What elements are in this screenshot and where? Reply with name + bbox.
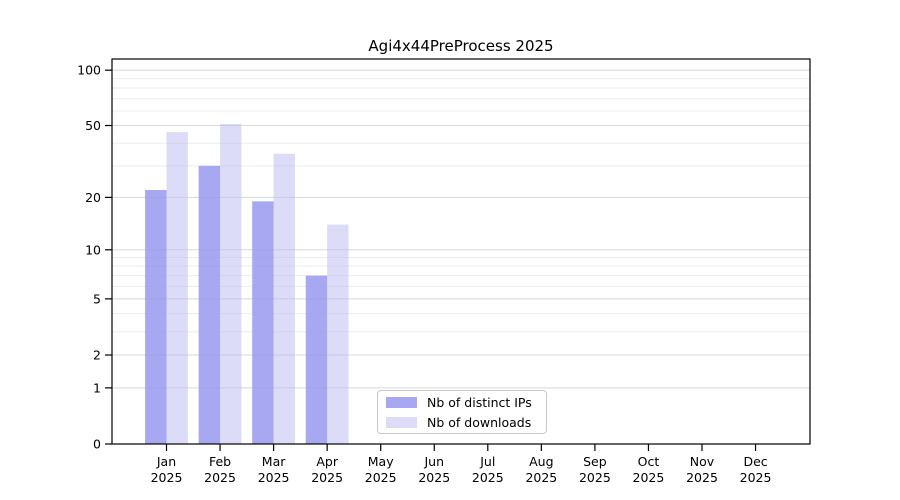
y-tick-label-50: 50 bbox=[85, 118, 101, 133]
x-tick-label-year-apr: 2025 bbox=[311, 470, 343, 485]
x-tick-label-month-aug: Aug bbox=[529, 454, 553, 469]
x-tick-label-month-jun: Jun bbox=[423, 454, 444, 469]
x-tick-label-month-may: May bbox=[368, 454, 394, 469]
legend-label-distinct-ips: Nb of distinct IPs bbox=[427, 394, 532, 410]
x-tick-label-year-jun: 2025 bbox=[418, 470, 450, 485]
x-tick-label-month-nov: Nov bbox=[690, 454, 715, 469]
x-tick-label-month-dec: Dec bbox=[743, 454, 767, 469]
y-tick-label-0: 0 bbox=[93, 437, 101, 452]
bar-downloads-apr-2025 bbox=[327, 224, 349, 444]
x-tick-label-year-dec: 2025 bbox=[740, 470, 772, 485]
x-tick-label-month-mar: Mar bbox=[262, 454, 286, 469]
y-tick-label-20: 20 bbox=[85, 190, 101, 205]
legend-item-distinct-ips: Nb of distinct IPs bbox=[386, 395, 546, 410]
x-tick-label-month-jul: Jul bbox=[479, 454, 495, 469]
legend-item-downloads: Nb of downloads bbox=[386, 415, 546, 430]
x-tick-label-year-sep: 2025 bbox=[579, 470, 611, 485]
y-tick-label-2: 2 bbox=[93, 348, 101, 363]
x-tick-label-year-may: 2025 bbox=[365, 470, 397, 485]
legend-swatch-distinct-ips bbox=[386, 396, 417, 408]
bar-ips-apr-2025 bbox=[305, 275, 328, 444]
legend: Nb of distinct IPs Nb of downloads bbox=[377, 390, 547, 434]
x-tick-label-year-aug: 2025 bbox=[525, 470, 557, 485]
chart-title: Agi4x44PreProcess 2025 bbox=[368, 37, 554, 55]
x-tick-label-month-apr: Apr bbox=[316, 454, 338, 469]
x-tick-label-year-feb: 2025 bbox=[204, 470, 236, 485]
plot-border bbox=[111, 58, 811, 445]
x-tick-label-year-nov: 2025 bbox=[686, 470, 718, 485]
y-tick-label-5: 5 bbox=[93, 291, 101, 306]
x-tick-label-month-oct: Oct bbox=[638, 454, 660, 469]
legend-swatch-downloads bbox=[386, 416, 417, 428]
x-tick-label-year-jan: 2025 bbox=[151, 470, 183, 485]
y-tick-label-100: 100 bbox=[77, 63, 101, 78]
x-tick-label-year-mar: 2025 bbox=[258, 470, 290, 485]
bar-downloads-mar-2025 bbox=[273, 153, 295, 444]
bar-downloads-feb-2025 bbox=[220, 123, 242, 445]
bar-ips-mar-2025 bbox=[252, 201, 274, 444]
x-tick-label-month-feb: Feb bbox=[209, 454, 231, 469]
y-tick-label-10: 10 bbox=[85, 242, 101, 257]
x-tick-label-month-jan: Jan bbox=[156, 454, 176, 469]
bar-ips-feb-2025 bbox=[198, 165, 221, 444]
x-tick-label-year-oct: 2025 bbox=[633, 470, 665, 485]
legend-label-downloads: Nb of downloads bbox=[427, 414, 532, 430]
bar-ips-jan-2025 bbox=[145, 190, 167, 444]
x-tick-label-year-jul: 2025 bbox=[472, 470, 504, 485]
x-tick-label-month-sep: Sep bbox=[583, 454, 607, 469]
y-tick-label-1: 1 bbox=[93, 380, 101, 395]
bar-downloads-jan-2025 bbox=[166, 132, 188, 444]
